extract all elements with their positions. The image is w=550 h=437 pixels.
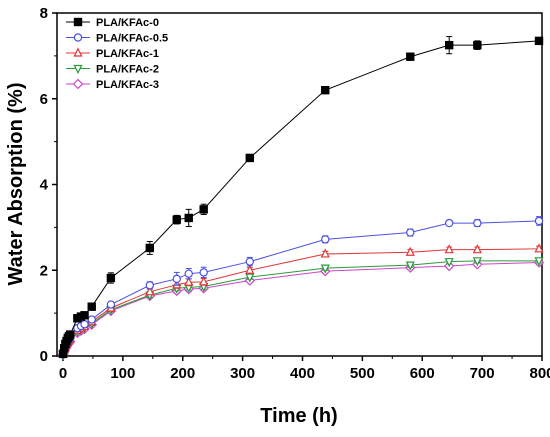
data-point <box>199 268 208 277</box>
data-point <box>145 286 155 296</box>
data-point <box>80 311 89 320</box>
data-point <box>473 218 482 228</box>
series-line <box>62 220 540 355</box>
data-point <box>473 40 482 50</box>
x-tick-label: 100 <box>110 365 135 382</box>
y-tick-label: 4 <box>40 177 49 194</box>
legend-marker <box>73 47 83 57</box>
data-point <box>87 315 96 324</box>
data-point <box>534 257 544 267</box>
legend-entry: PLA/KFAc-0.5 <box>66 33 168 45</box>
data-point <box>145 281 155 290</box>
x-tick-label: 600 <box>410 365 435 382</box>
data-point <box>172 215 181 224</box>
y-tick-label: 0 <box>40 348 48 365</box>
data-point <box>145 243 155 253</box>
data-point <box>199 205 208 214</box>
data-point <box>245 264 255 274</box>
axis-tick-labels: 0 100 200 300 400 500 600 700 800 0 2 4 6 8 <box>40 5 550 382</box>
legend-entry: PLA/KFAc-0 <box>66 17 159 29</box>
data-point <box>444 244 454 254</box>
data-point <box>472 244 482 254</box>
series-pla-kfac-0-5 <box>58 216 544 359</box>
x-tick-label: 800 <box>529 365 550 382</box>
data-point <box>534 243 544 253</box>
data-point <box>184 276 194 286</box>
data-point <box>406 228 415 237</box>
x-tick-label: 300 <box>230 365 255 382</box>
legend-label: PLA/KFAc-0 <box>96 17 159 29</box>
legend-label: PLA/KFAc-3 <box>96 79 159 91</box>
data-point <box>87 302 96 311</box>
data-point <box>534 216 544 226</box>
y-tick-label: 8 <box>40 5 48 22</box>
legend-marker <box>72 78 84 90</box>
data-point <box>172 274 181 284</box>
data-point <box>534 36 544 46</box>
series-pla-kfac-3 <box>57 257 545 360</box>
series-pla-kfac-0 <box>58 36 544 359</box>
x-tick-label: 200 <box>170 365 195 382</box>
data-point <box>320 248 330 258</box>
legend-marker <box>73 17 83 27</box>
y-tick-label: 2 <box>40 262 48 279</box>
data-point <box>199 276 209 286</box>
data-point <box>405 246 415 256</box>
data-point <box>245 153 255 163</box>
x-axis-title: Time (h) <box>260 405 337 427</box>
data-point <box>80 320 89 329</box>
legend-entry: PLA/KFAc-3 <box>66 78 159 91</box>
data-point <box>106 273 116 283</box>
data-point <box>245 273 255 283</box>
legend-label: PLA/KFAc-1 <box>96 48 159 60</box>
legend-entry: PLA/KFAc-1 <box>66 47 159 60</box>
y-tick-label: 6 <box>40 91 48 108</box>
data-point <box>444 258 454 268</box>
data-point <box>321 85 330 95</box>
x-tick-label: 400 <box>290 365 315 382</box>
series-pla-kfac-2 <box>58 257 544 361</box>
data-point <box>320 264 330 274</box>
data-point <box>472 257 482 267</box>
series-line <box>62 260 540 355</box>
data-point <box>106 300 116 309</box>
data-point <box>405 261 415 271</box>
data-point <box>245 257 255 266</box>
legend-marker <box>73 64 83 75</box>
axis-ticks <box>52 12 543 361</box>
data-point <box>65 330 75 339</box>
data-point <box>444 40 454 50</box>
data-point <box>184 213 193 223</box>
data-point <box>406 52 415 61</box>
x-tick-label: 0 <box>59 365 67 382</box>
series-line <box>62 262 540 355</box>
legend: PLA/KFAc-0 PLA/KFAc-0.5 PLA/KFAc-1 PLA/KFAc… <box>66 17 168 91</box>
series-layer <box>57 36 545 361</box>
x-tick-label: 700 <box>470 365 495 382</box>
y-axis-title: Water Absorption (%) <box>5 83 27 286</box>
data-point <box>321 235 330 244</box>
legend-label: PLA/KFAc-2 <box>96 64 159 76</box>
legend-label: PLA/KFAc-0.5 <box>96 33 168 45</box>
legend-entry: PLA/KFAc-2 <box>66 64 159 76</box>
legend-marker <box>73 33 83 42</box>
data-point <box>184 269 193 278</box>
data-point <box>444 218 454 228</box>
x-tick-label: 500 <box>350 365 375 382</box>
